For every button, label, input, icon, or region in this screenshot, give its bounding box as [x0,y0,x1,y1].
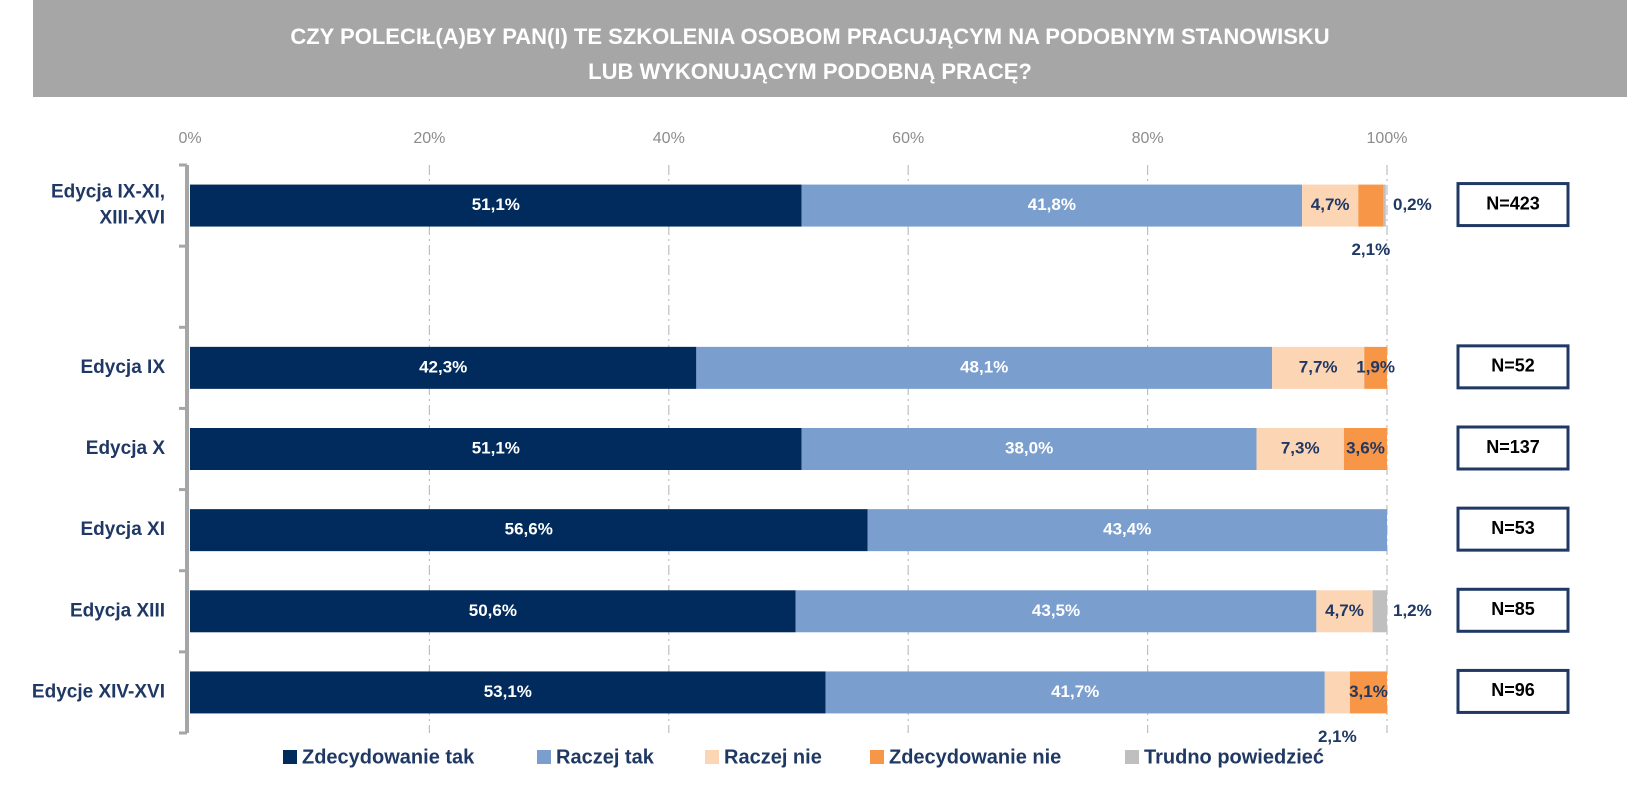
x-tick-label: 100% [1367,130,1408,147]
category-label: Edycja XIII [70,600,165,621]
bar-segment [825,671,1325,714]
bar-segment [801,184,1303,227]
value-label: 3,6% [1346,438,1385,457]
n-label: N=96 [1491,680,1535,700]
category-label: Edycja IX [81,357,166,378]
value-label: 4,7% [1311,195,1350,214]
value-label: 41,7% [1051,682,1099,701]
n-label: N=85 [1491,599,1535,619]
bar-segment [190,184,802,227]
bar-segment [190,346,697,389]
bar-segment [1358,184,1384,227]
legend-label: Raczej nie [724,746,822,768]
n-box [1456,668,1570,714]
category-label: Edycja XI [81,519,166,540]
bar-segment [1349,671,1387,714]
legend-swatch [1125,750,1139,764]
category-label: Edycja X [86,438,166,459]
legend-label: Zdecydowanie tak [302,746,475,768]
bar-segment [1256,428,1344,470]
legend-label: Zdecydowanie nie [889,746,1061,768]
legend-label: Raczej tak [556,746,655,768]
n-box [1456,344,1570,390]
value-label: 51,1% [472,438,520,457]
bar-segment [1383,184,1386,227]
value-label: 0,2% [1393,195,1432,214]
value-label: 48,1% [960,357,1008,376]
bar-segment [190,671,826,714]
legend-swatch [705,750,719,764]
x-tick-label: 20% [413,130,445,147]
n-label: N=53 [1491,518,1535,538]
value-label: 41,8% [1028,195,1076,214]
value-label: 42,3% [419,357,467,376]
value-label: 1,9% [1356,357,1395,376]
n-label: N=52 [1491,356,1535,376]
bar-segment [1324,671,1350,714]
bar-segment [696,346,1273,389]
bar-segment [190,509,868,552]
category-label: Edycja IX-XI, [51,182,165,203]
bar-segment [1302,184,1359,227]
bar-segment [867,509,1387,552]
value-label: 38,0% [1005,438,1053,457]
value-label: 7,7% [1299,357,1338,376]
bar-segment [190,590,796,633]
bar-segment [795,590,1317,633]
chart-title: LUB WYKONUJĄCYM PODOBNĄ PRACĘ? [588,59,1032,84]
legend-swatch [283,750,297,764]
n-label: N=423 [1486,193,1540,213]
x-tick-label: 0% [178,130,201,147]
n-box [1456,425,1570,471]
bar-segment [801,428,1257,470]
bar-segment [1343,428,1387,470]
n-box [1456,506,1570,552]
n-box [1456,587,1570,633]
value-label: 51,1% [472,195,520,214]
bar-segment [1272,346,1365,389]
value-label: 56,6% [505,520,553,539]
chart-title: CZY POLECIŁ(A)BY PAN(I) TE SZKOLENIA OSO… [290,24,1329,49]
value-label: 2,1% [1351,240,1390,259]
x-tick-label: 60% [892,130,924,147]
x-tick-label: 40% [653,130,685,147]
bar-segment [190,428,802,470]
bar-segment [1372,590,1387,633]
x-tick-label: 80% [1132,130,1164,147]
legend-label: Trudno powiedzieć [1144,746,1324,768]
value-label: 43,4% [1103,520,1151,539]
legend-swatch [870,750,884,764]
value-label: 4,7% [1325,601,1364,620]
n-label: N=137 [1486,437,1540,457]
value-label: 50,6% [469,601,517,620]
value-label: 43,5% [1032,601,1080,620]
category-label: Edycje XIV-XVI [32,681,165,702]
value-label: 53,1% [484,682,532,701]
n-box [1456,182,1570,228]
value-label: 1,2% [1393,601,1432,620]
value-label: 2,1% [1318,727,1357,746]
legend-swatch [537,750,551,764]
bar-segment [1316,590,1373,633]
value-label: 3,1% [1349,682,1388,701]
title-band [33,0,1627,97]
value-label: 7,3% [1281,438,1320,457]
bar-segment [1364,346,1387,389]
category-label: XIII-XVI [100,208,165,229]
